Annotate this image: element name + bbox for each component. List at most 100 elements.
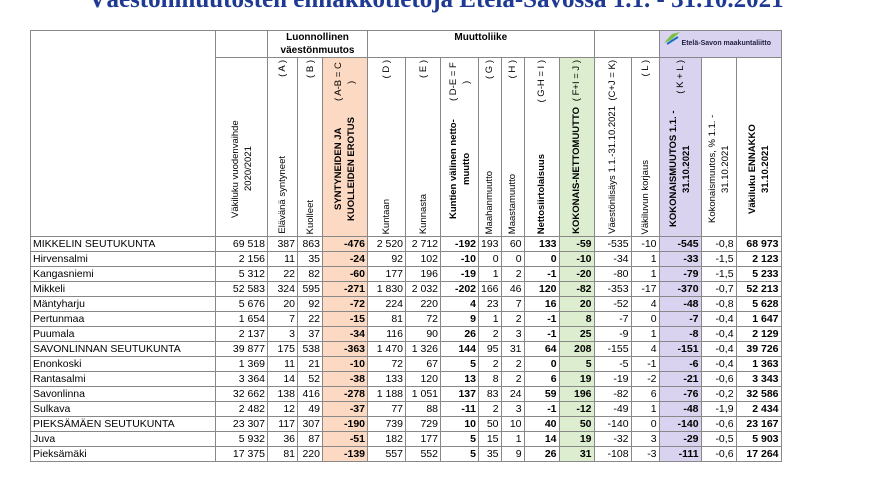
cell: 14 [523, 431, 560, 447]
cell: 52 583 [215, 281, 268, 297]
cell: -10 [630, 236, 660, 252]
header-box: Väkiluku vuodenvaihde 2020/2021 [216, 60, 267, 234]
cell: 166 [478, 281, 502, 297]
cell: -1 [523, 311, 560, 327]
page-title: Väestönmuutosten ennakkotietoja Etelä-Sa… [0, 0, 872, 14]
cell: 3 364 [215, 371, 268, 387]
cell: -29 [658, 431, 702, 447]
cell: 26 [523, 446, 560, 462]
cell: 863 [297, 236, 323, 252]
column-code: (C+J = K) [607, 60, 619, 101]
cell: 116 [367, 326, 406, 342]
row-name: Mäntyharju [30, 296, 216, 312]
header-box: ( D-E = F ) Kuntien välinen netto-muutto [441, 60, 478, 234]
cell: 19 [558, 371, 595, 387]
cell: 49 [297, 401, 323, 417]
cell: 64 [523, 341, 560, 357]
cell: 3 343 [735, 371, 782, 387]
cell: 196 [558, 386, 595, 402]
cell: -7 [658, 311, 702, 327]
table-row: Pieksämäki 17 375 81 220 -139 557 552 5 35 9 26 31-… [30, 446, 782, 462]
column-label: Kokonaismuutos, % 1.1. - 31.10.2021 [706, 114, 731, 224]
cell: -192 [440, 236, 479, 252]
cell: 1 051 [405, 386, 441, 402]
cell: 120 [405, 371, 441, 387]
cell: 175 [267, 341, 298, 357]
column-code: ( H ) [507, 60, 519, 79]
header-box: (C+J = K) Väestönlisäys 1.1.-31.10.2021 [595, 60, 631, 234]
cell: -19 [593, 371, 632, 387]
cell: 2 [500, 311, 525, 327]
column-label: Elävänä syntyneet [277, 156, 288, 234]
cell: -82 [593, 386, 632, 402]
cell: 52 213 [735, 281, 782, 297]
table-row: PIEKSÄMÄEN SEUTUKUNTA 23 307 117 307 -190 739… [30, 416, 782, 432]
cell: -0,8 [700, 236, 737, 252]
cell: 72 [405, 311, 441, 327]
cell: 50 [478, 416, 502, 432]
column-code: ( G-H = I ) [536, 60, 548, 103]
cell: -476 [322, 236, 368, 252]
cell: 11 [267, 356, 298, 372]
cell: 35 [297, 251, 323, 267]
cell: 193 [478, 236, 502, 252]
cell: 138 [267, 386, 298, 402]
cell: 220 [405, 296, 441, 312]
cell: -19 [440, 266, 479, 282]
cell: -363 [322, 341, 368, 357]
cell: 6 [523, 371, 560, 387]
cell: -111 [658, 446, 702, 462]
cell: -1 [523, 326, 560, 342]
table-row: Kangasniemi 5 312 22 82 -60 177 196 -19 1 2 -1 -20-… [30, 266, 782, 282]
column-label: Väestönlisäys 1.1.-31.10.2021 [607, 106, 619, 234]
cell: -32 [593, 431, 632, 447]
cell: 68 973 [735, 236, 782, 252]
column-header: ( H ) Maastamuutto [500, 57, 525, 237]
cell: -139 [322, 446, 368, 462]
row-name: MIKKELIN SEUTUKUNTA [30, 236, 216, 252]
column-header: ( L ) Väkiluvun korjaus [630, 57, 660, 237]
cell: 25 [558, 326, 595, 342]
column-code: ( D ) [381, 60, 392, 79]
cell: 0 [523, 356, 560, 372]
cell: 2 156 [215, 251, 268, 267]
row-name: Pieksämäki [30, 446, 216, 462]
column-label: Väkiluku vuodenvaihde 2020/2021 [229, 120, 254, 218]
row-name: Rantasalmi [30, 371, 216, 387]
header-box: ( F+I = J ) KOKONAIS-NETTOMUUTTO [560, 60, 594, 234]
cell: -48 [658, 296, 702, 312]
row-name: SAVONLINNAN SEUTUKUNTA [30, 341, 216, 357]
cell: -10 [440, 251, 479, 267]
cell: -38 [322, 371, 368, 387]
cell: 5 [558, 356, 595, 372]
cell: 2 520 [367, 236, 406, 252]
cell: 5 676 [215, 296, 268, 312]
cell: -0,4 [700, 311, 737, 327]
row-name: Mikkeli [30, 281, 216, 297]
cell: 307 [297, 416, 323, 432]
column-label: Väkiluku ENNAKKO 31.10.2021 [746, 124, 771, 214]
cell: 39 726 [735, 341, 782, 357]
cell: 50 [558, 416, 595, 432]
cell: 2 [478, 356, 502, 372]
table-row: Rantasalmi 3 364 14 52 -38 133 120 13 8 2 6 19 -19 -2… [30, 371, 782, 387]
column-header: Kokonaismuutos, % 1.1. - 31.10.2021 [700, 57, 737, 237]
cell: -10 [558, 251, 595, 267]
cell: 2 129 [735, 326, 782, 342]
cell: -7 [593, 311, 632, 327]
header-group-row: Luonnollinen väestönmuutos Muuttoliike Ete… [30, 30, 782, 237]
cell: 35 [478, 446, 502, 462]
header-box: ( G-H = I ) Nettosiirtolaisuus [525, 60, 559, 234]
cell: -48 [658, 401, 702, 417]
column-header: ( D ) Kuntaan [367, 57, 406, 237]
cell: 4 [630, 296, 660, 312]
cell: 144 [440, 341, 479, 357]
table-row: Sulkava 2 482 12 49 -37 77 88 -11 2 3 -1 -12 -49 1 -48… [30, 401, 782, 417]
cell: -0,2 [700, 386, 737, 402]
row-name: PIEKSÄMÄEN SEUTUKUNTA [30, 416, 216, 432]
cell: 20 [558, 296, 595, 312]
cell: 15 [478, 431, 502, 447]
cell: -370 [658, 281, 702, 297]
cell: 13 [440, 371, 479, 387]
cell: 2 [500, 266, 525, 282]
